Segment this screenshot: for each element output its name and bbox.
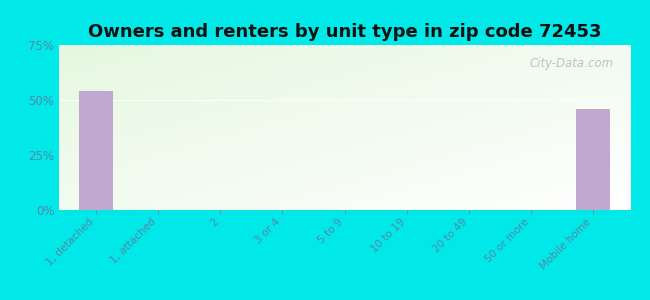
- Title: Owners and renters by unit type in zip code 72453: Owners and renters by unit type in zip c…: [88, 23, 601, 41]
- Text: City-Data.com: City-Data.com: [529, 56, 614, 70]
- Bar: [576, 109, 610, 210]
- Bar: [79, 91, 113, 210]
